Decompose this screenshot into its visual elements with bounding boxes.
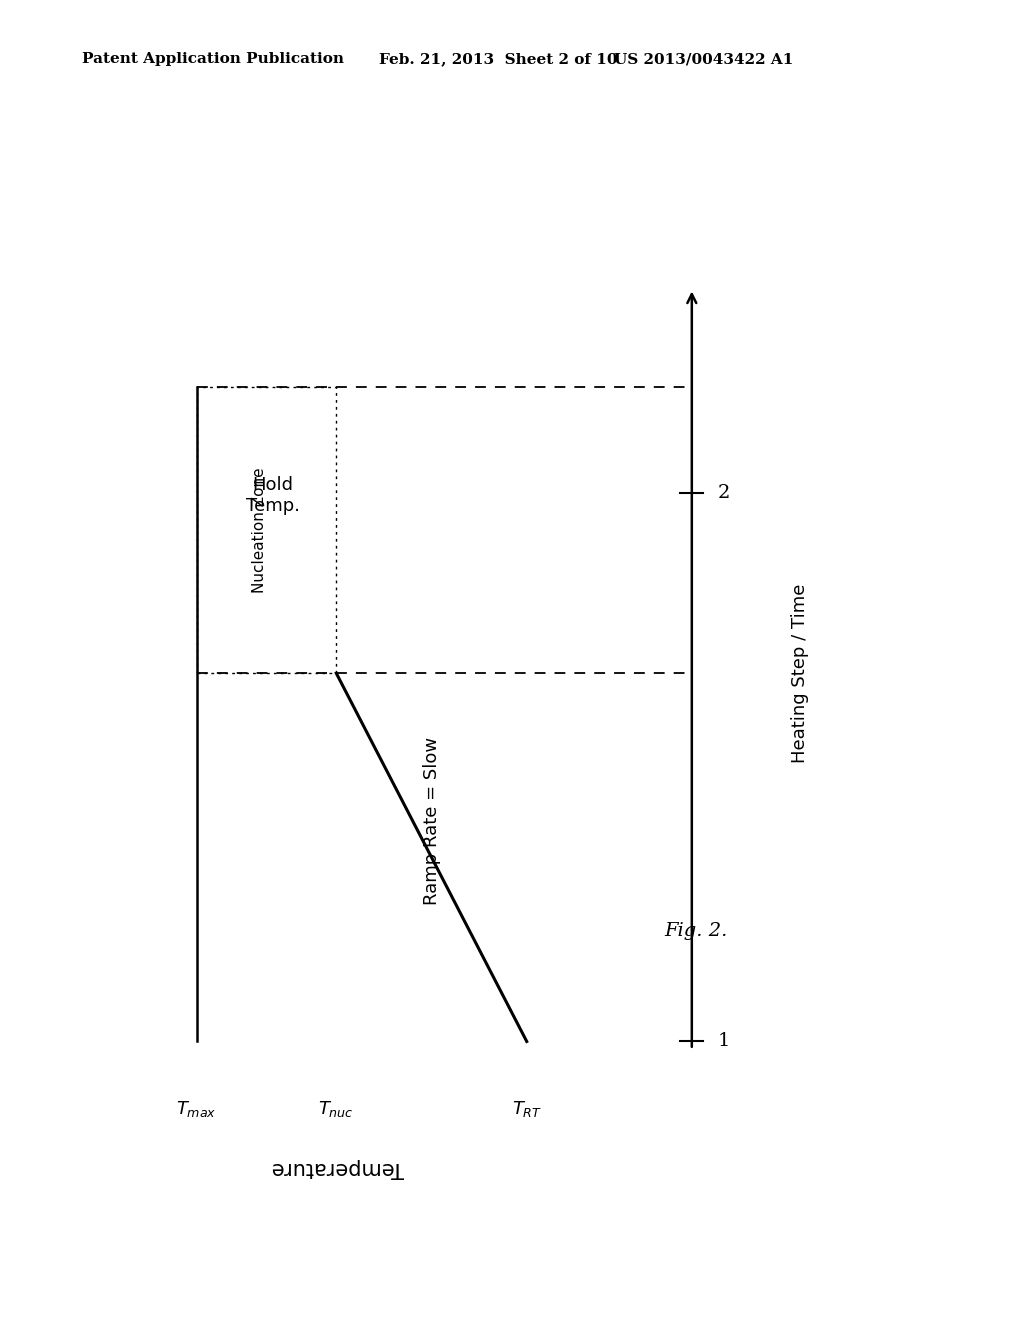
Text: 2: 2: [717, 484, 729, 502]
Text: US 2013/0043422 A1: US 2013/0043422 A1: [614, 53, 794, 66]
Text: Hold
Temp.: Hold Temp.: [246, 477, 300, 515]
Text: Fig. 2.: Fig. 2.: [665, 921, 728, 940]
Text: $T_{max}$: $T_{max}$: [176, 1098, 217, 1119]
Text: Ramp Rate = Slow: Ramp Rate = Slow: [423, 737, 440, 904]
Text: Feb. 21, 2013  Sheet 2 of 10: Feb. 21, 2013 Sheet 2 of 10: [379, 53, 617, 66]
Text: Heating Step / Time: Heating Step / Time: [791, 583, 809, 763]
Text: Temperature: Temperature: [271, 1158, 404, 1179]
Text: Nucleation Zone: Nucleation Zone: [252, 467, 267, 593]
Text: Patent Application Publication: Patent Application Publication: [82, 53, 344, 66]
Bar: [197, 387, 336, 673]
Text: 1: 1: [717, 1032, 729, 1051]
Text: $T_{nuc}$: $T_{nuc}$: [318, 1098, 354, 1119]
Text: $T_{RT}$: $T_{RT}$: [512, 1098, 542, 1119]
